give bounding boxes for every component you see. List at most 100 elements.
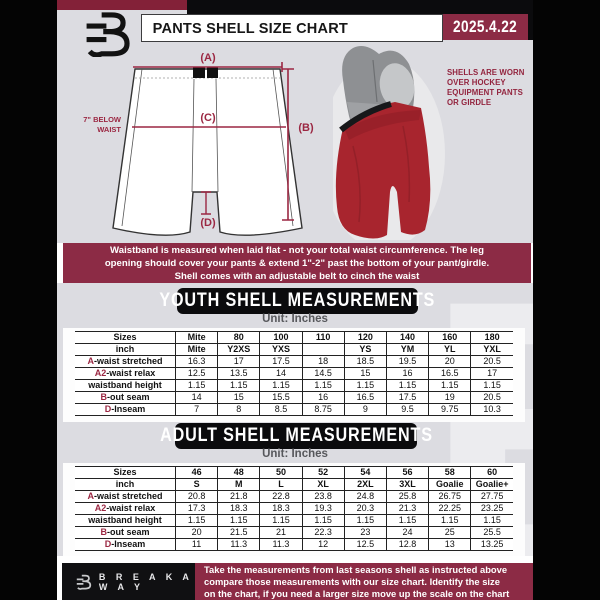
table-cell: 180 [470, 331, 513, 344]
table-cell: 23.8 [301, 490, 345, 503]
label-d: (D) [200, 217, 216, 229]
table-cell: 15 [343, 367, 387, 380]
table-cell: 18.3 [217, 502, 261, 515]
table-cell: S [174, 478, 219, 491]
photo-note: SHELLS ARE WORN OVER HOCKEY EQUIPMENT PA… [447, 68, 525, 107]
table-cell: 16 [301, 391, 345, 404]
table-cell: 1.15 [470, 379, 513, 392]
table-cell: 18.3 [259, 502, 303, 515]
info-banner: Waistband is measured when laid flat - n… [63, 243, 531, 283]
table-cell: Mite [174, 343, 219, 356]
table-cell: 23 [343, 526, 387, 539]
table-cell: 100 [259, 331, 303, 344]
table-cell: 21.5 [217, 526, 261, 539]
table-cell: 1.15 [428, 514, 472, 527]
label-c: (C) [200, 112, 216, 124]
footer-brand-box: B R E A K A W A Y [62, 563, 195, 600]
table-cell: 80 [217, 331, 261, 344]
table-cell: 9.75 [428, 403, 472, 416]
table-cell: YXL [470, 343, 513, 356]
table-row: B-out seam 14 15 15.5 16 16.5 17.5 19 20.5 [75, 391, 513, 404]
table-cell: 1.15 [428, 379, 472, 392]
waist-note-line2: WAIST [97, 125, 121, 134]
table-cell: 20.5 [470, 391, 513, 404]
table-cell: 9 [343, 403, 387, 416]
table-cell: 1.15 [385, 514, 430, 527]
table-cell: 1.15 [174, 514, 219, 527]
shorts-outline [112, 68, 303, 236]
table-cell: 17.3 [174, 502, 219, 515]
table-cell: Goalie [428, 478, 472, 491]
table-cell: 16.5 [428, 367, 472, 380]
table-cell: 58 [428, 466, 472, 479]
table-cell: 12.5 [174, 367, 219, 380]
table-cell: 20 [174, 526, 219, 539]
footer-instructions: Take the measurements from last seasons … [204, 563, 510, 599]
row-label: B-out seam [75, 391, 176, 404]
table-cell: 15 [217, 391, 261, 404]
table-cell: 21 [259, 526, 303, 539]
adult-measurements-table: Sizes 46 48 50 52 54 56 58 60 inch S M L XL 2XL 3XL Goal… [75, 466, 513, 551]
youth-unit-label: Unit: Inches [262, 313, 328, 325]
table-cell: 22.3 [301, 526, 345, 539]
table-row: D-Inseam 7 8 8.5 8.75 9 9.5 9.75 10.3 [75, 403, 513, 416]
youth-section-title: YOUTH SHELL MEASUREMENTS [159, 290, 436, 311]
table-cell: 1.15 [343, 514, 387, 527]
page-title-box: PANTS SHELL SIZE CHART [141, 14, 443, 42]
adult-unit-label: Unit: Inches [262, 448, 328, 460]
table-row: waistband height 1.15 1.15 1.15 1.15 1.15 1.15… [75, 379, 513, 392]
table-cell: 22.25 [428, 502, 472, 515]
page-title: PANTS SHELL SIZE CHART [152, 19, 348, 37]
table-cell: 14.5 [301, 367, 345, 380]
table-cell: 160 [428, 331, 472, 344]
table-cell: Goalie+ [470, 478, 513, 491]
row-label: A2-waist relax [75, 502, 176, 515]
info-banner-text: Waistband is measured when laid flat - n… [104, 244, 490, 282]
table-cell: 12.5 [343, 538, 387, 551]
table-cell: 8.5 [259, 403, 303, 416]
waist-note-line1: 7" BELOW [83, 115, 122, 124]
table-cell: 8.75 [301, 403, 345, 416]
table-cell: 24 [385, 526, 430, 539]
table-cell: 8 [217, 403, 261, 416]
table-row: A2-waist relax 12.5 13.5 14 14.5 15 16 16.5 17 [75, 367, 513, 380]
table-cell: 23.25 [470, 502, 513, 515]
belt-buckle [193, 67, 205, 78]
footer-instructions-box: Take the measurements from last seasons … [195, 563, 533, 600]
pants-measurement-diagram: (A) (B) (C) (D) 7" BELOW WAIST [83, 52, 314, 236]
table-cell: 1.15 [301, 514, 345, 527]
youth-section-header: YOUTH SHELL MEASUREMENTS [160, 288, 435, 314]
shell-photo [333, 46, 445, 240]
table-cell: 48 [217, 466, 261, 479]
table-cell: 3XL [385, 478, 430, 491]
table-cell: 19 [428, 391, 472, 404]
table-row: A-waist stretched 16.3 17 17.5 18 18.5 19.5 20 2… [75, 355, 513, 368]
table-cell: 54 [343, 466, 387, 479]
row-label: A2-waist relax [75, 367, 176, 380]
label-a: (A) [200, 52, 216, 64]
table-cell: 140 [385, 331, 430, 344]
row-label: Sizes [75, 466, 176, 479]
table-row: A-waist stretched 20.8 21.8 22.8 23.8 24.8 25.… [75, 490, 513, 503]
table-row: Sizes 46 48 50 52 54 56 58 60 [75, 466, 513, 479]
table-cell: YS [343, 343, 387, 356]
table-cell: 2XL [343, 478, 387, 491]
row-label: D-Inseam [75, 538, 176, 551]
table-cell: 1.15 [217, 379, 261, 392]
date-text: 2025.4.22 [453, 17, 518, 36]
table-cell: 16.5 [343, 391, 387, 404]
table-cell: 19.5 [385, 355, 430, 368]
table-cell: 17.5 [259, 355, 303, 368]
date-badge: 2025.4.22 [443, 14, 528, 40]
table-cell: 25 [428, 526, 472, 539]
table-cell: 10.3 [470, 403, 513, 416]
row-label: inch [75, 478, 176, 491]
table-row: Sizes Mite 80 100 110 120 140 160 180 [75, 331, 513, 344]
table-cell: 25.5 [470, 526, 513, 539]
table-cell: Mite [174, 331, 219, 344]
table-cell: 24.8 [343, 490, 387, 503]
table-row: A2-waist relax 17.3 18.3 18.3 19.3 20.3 21.3 22… [75, 502, 513, 515]
table-cell: 120 [343, 331, 387, 344]
table-cell: L [259, 478, 303, 491]
table-cell: 19.3 [301, 502, 345, 515]
